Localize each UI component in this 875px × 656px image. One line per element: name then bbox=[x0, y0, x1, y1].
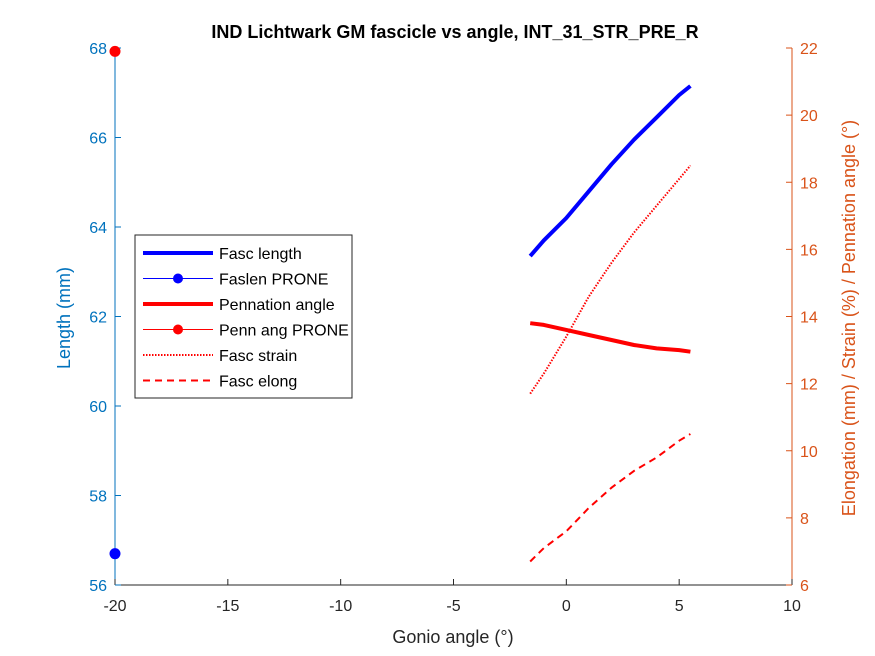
series-line-fasc-elong bbox=[529, 433, 691, 563]
y-axis-label-right: Elongation (mm) / Strain (%) / Pennation… bbox=[839, 120, 859, 516]
series-line-fasc-strain bbox=[529, 164, 692, 395]
y-tick-label-right: 10 bbox=[800, 444, 818, 461]
legend-label: Fasc elong bbox=[219, 374, 297, 391]
legend-marker-faslen-prone bbox=[173, 273, 183, 284]
x-tick-label: 0 bbox=[562, 598, 571, 615]
x-axis-label: Gonio angle (°) bbox=[392, 627, 513, 647]
x-tick-label: -10 bbox=[329, 598, 352, 615]
legend-label: Pennation angle bbox=[219, 297, 335, 314]
legend-label: Faslen PRONE bbox=[219, 272, 328, 289]
y-tick-label-right: 20 bbox=[800, 108, 818, 125]
y-axis-label-left: Length (mm) bbox=[54, 267, 74, 369]
y-tick-label-right: 16 bbox=[800, 242, 818, 259]
legend-label: Penn ang PRONE bbox=[219, 323, 349, 340]
legend-marker-penn-ang-prone bbox=[173, 324, 183, 335]
legend-label: Fasc strain bbox=[219, 348, 297, 365]
y-tick-label-left: 62 bbox=[89, 310, 107, 327]
x-tick-label: -15 bbox=[216, 598, 239, 615]
x-tick-label: 10 bbox=[783, 598, 801, 615]
y-tick-label-left: 60 bbox=[89, 399, 107, 416]
series-line-pennation-angle bbox=[529, 321, 691, 354]
y-tick-label-right: 18 bbox=[800, 175, 818, 192]
y-tick-label-left: 58 bbox=[89, 489, 107, 506]
x-tick-label: -20 bbox=[103, 598, 126, 615]
axes: -20 -15 -10 -5 0 5 105658606264666868101214161… bbox=[89, 41, 818, 615]
legend-label: Fasc length bbox=[219, 246, 302, 263]
y-tick-label-right: 14 bbox=[800, 310, 818, 327]
y-tick-label-right: 6 bbox=[800, 578, 809, 595]
point-faslen-prone bbox=[109, 548, 121, 560]
x-tick-label: -5 bbox=[446, 598, 460, 615]
y-tick-label-right: 8 bbox=[800, 511, 809, 528]
x-tick-label: 5 bbox=[675, 598, 684, 615]
y-tick-label-right: 12 bbox=[800, 377, 818, 394]
legend-box bbox=[134, 234, 353, 399]
y-tick-label-left: 64 bbox=[89, 220, 107, 237]
y-tick-label-left: 68 bbox=[89, 41, 107, 58]
y-tick-label-left: 56 bbox=[89, 578, 107, 595]
legend: Fasc length Faslen PRONE Pennation angle Pe… bbox=[134, 234, 353, 399]
y-tick-label-right: 22 bbox=[800, 41, 818, 58]
point-penn-ang-prone bbox=[109, 45, 121, 57]
series-layer bbox=[109, 45, 692, 563]
y-tick-label-left: 66 bbox=[89, 131, 107, 148]
chart-title: IND Lichtwark GM fascicle vs angle, INT_… bbox=[211, 22, 698, 42]
series-line-fasc-length bbox=[528, 84, 692, 258]
